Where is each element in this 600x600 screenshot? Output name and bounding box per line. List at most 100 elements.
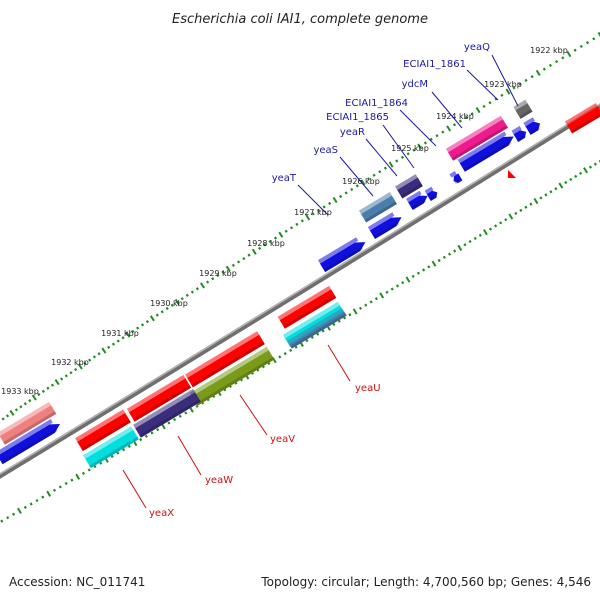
outer-ring-tick [155, 313, 159, 317]
inner-ring-tick [35, 498, 39, 503]
inner-ring-tick [52, 488, 57, 492]
outer-ring-tick [355, 184, 359, 188]
kbp-label: 1925 kbp [391, 144, 429, 153]
outer-ring-tick [423, 141, 427, 145]
outer-ring-tick [221, 270, 225, 274]
outer-ring-tick [28, 399, 32, 403]
inner-ring-tick [283, 352, 287, 356]
outer-ring-tick [180, 297, 184, 301]
inner-ring-tick [70, 478, 74, 482]
outer-ring-tick [406, 152, 410, 156]
outer-ring-tick [388, 161, 394, 168]
outer-ring-tick [190, 290, 194, 294]
gene-ydcM [445, 115, 509, 161]
kbp-label: 1922 kbp [530, 46, 568, 55]
inner-ring-tick [588, 165, 593, 169]
inner-ring-tick [411, 274, 415, 278]
gene-yeaU-shade [287, 307, 347, 349]
inner-ring-tick [6, 516, 10, 520]
inner-ring-tick [558, 182, 564, 189]
leader-line-top [339, 156, 374, 197]
gene-label-top: ECIAI1_1864 [345, 98, 408, 109]
inner-ring-tick [321, 329, 325, 333]
inner-ring-tick [139, 438, 143, 442]
outer-ring-tick [46, 386, 50, 390]
outer-ring-tick [435, 134, 439, 138]
outer-ring-tick [23, 402, 27, 406]
outer-ring-tick [1, 417, 5, 421]
gene-yeaQ [513, 99, 533, 119]
outer-ring-tick [555, 60, 559, 64]
outer-ring-tick [350, 187, 354, 192]
inner-ring-tick [337, 319, 341, 323]
inner-ring-tick [544, 193, 548, 197]
outer-ring-tick [395, 159, 399, 163]
gene-blue-3 [511, 125, 527, 142]
outer-ring-tick [231, 263, 235, 267]
inner-ring-tick [195, 404, 199, 408]
outer-ring-tick [441, 130, 445, 134]
gene-red-a [277, 285, 337, 329]
inner-ring-tick [0, 519, 4, 523]
inner-ring-tick [463, 243, 467, 247]
inner-ring-tick [352, 308, 358, 315]
outer-ring-tick [268, 239, 272, 244]
inner-ring-tick [478, 233, 482, 237]
outer-ring-tick [37, 392, 41, 397]
outer-ring-tick [488, 101, 492, 105]
outer-ring-tick [360, 179, 366, 186]
outer-ring-tick [295, 222, 299, 226]
outer-ring-tick [300, 219, 304, 223]
inner-ring-tick [110, 454, 114, 459]
inner-ring-tick [23, 505, 27, 509]
outer-ring-tick [566, 50, 572, 58]
accession-text: Accession: NC_011741 [9, 575, 145, 589]
inner-ring-tick [294, 345, 298, 349]
outer-ring-tick [464, 115, 468, 120]
gene-red-b [185, 331, 265, 388]
outer-ring-tick [19, 405, 23, 409]
leader-line-top [399, 109, 437, 147]
outer-ring-tick [305, 214, 311, 221]
outer-ring-tick [278, 231, 284, 238]
gene-label-top: yeaT [272, 173, 297, 184]
outer-ring-tick [195, 287, 199, 291]
inner-ring-tick [579, 171, 583, 175]
inner-ring-tick [348, 313, 352, 317]
inner-ring-tick [488, 227, 493, 231]
outer-ring-tick [97, 352, 101, 356]
outer-ring-tick [237, 260, 241, 264]
outer-ring-tick [505, 88, 511, 95]
gene-blue-7 [317, 237, 366, 273]
inner-ring-tick [564, 180, 568, 185]
gene-yeaR [395, 174, 423, 199]
inner-ring-tick [364, 303, 368, 307]
gene-label-top: ECIAI1_1861 [403, 59, 466, 70]
label-leaders [122, 54, 519, 509]
outer-ring-tick [174, 298, 180, 306]
outer-ring-tick [328, 201, 332, 206]
gene-label-top: ydcM [402, 79, 428, 90]
outer-ring-tick [311, 212, 315, 216]
inner-ring-tick [395, 284, 400, 288]
inner-ring-tick [156, 428, 160, 432]
outer-ring-tick [251, 248, 257, 255]
inner-ring-tick [539, 196, 543, 200]
outer-ring-tick [131, 329, 135, 333]
kbp-label: 1933 kbp [1, 387, 39, 396]
kbp-label: 1923 kbp [484, 80, 522, 89]
inner-ring-tick [593, 162, 597, 166]
inner-ring-tick [442, 255, 446, 259]
outer-ring-tick [289, 226, 294, 230]
inner-ring-tick [524, 205, 528, 209]
outer-ring-tick [50, 383, 55, 387]
outer-ring-tick [54, 379, 60, 386]
outer-ring-tick [216, 273, 220, 278]
inner-ring-tick [358, 306, 363, 310]
outer-ring-tick [482, 104, 486, 109]
outer-ring-tick [136, 326, 140, 330]
gene-blue-6 [449, 170, 463, 185]
inner-ring-tick [499, 221, 503, 225]
inner-ring-tick [167, 421, 171, 425]
outer-ring-tick [225, 265, 231, 272]
